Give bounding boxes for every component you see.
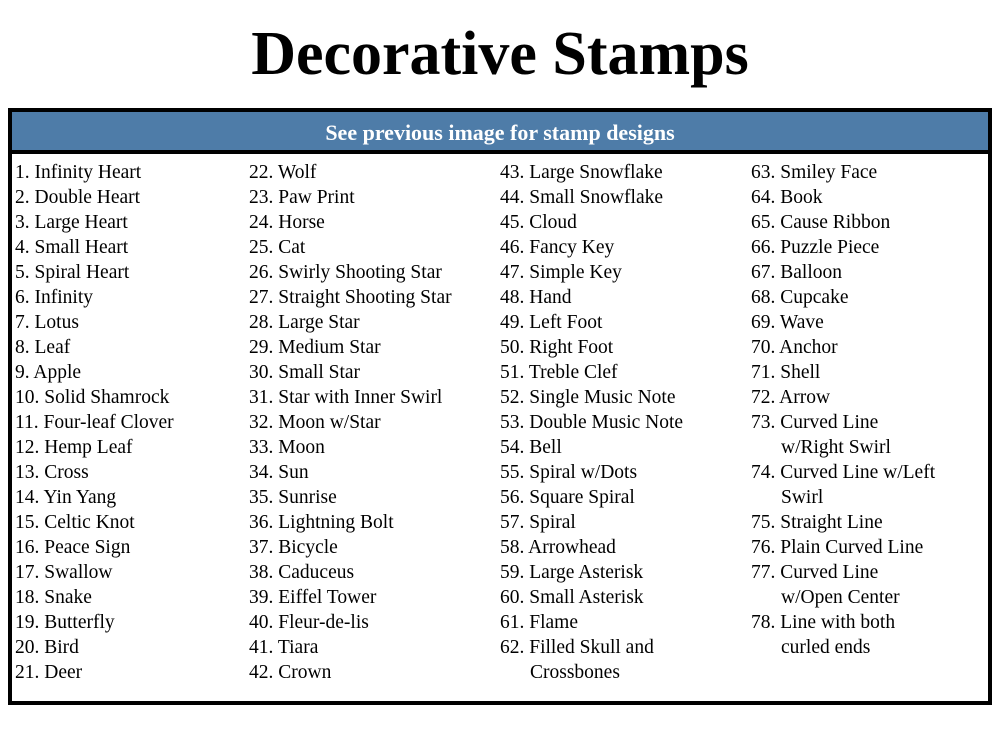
list-item-continuation: w/Open Center	[781, 587, 900, 608]
list-item: 74. Curved Line w/Left	[751, 462, 936, 483]
list-item: 52. Single Music Note	[500, 387, 676, 408]
list-item: 21. Deer	[15, 662, 83, 683]
list-item: 17. Swallow	[15, 562, 113, 583]
list-item: 18. Snake	[15, 587, 92, 608]
list-item: 32. Moon w/Star	[249, 412, 381, 433]
list-item: 60. Small Asterisk	[500, 587, 644, 608]
list-item: 44. Small Snowflake	[500, 187, 664, 208]
column-3: 43. Large Snowflake 44. Small Snowflake 45…	[500, 160, 683, 685]
list-item: 62. Filled Skull and	[500, 637, 654, 658]
list-item: 55. Spiral w/Dots	[500, 462, 638, 483]
stamp-list-box: See previous image for stamp designs 1. …	[8, 108, 992, 705]
list-item: 72. Arrow	[751, 387, 831, 408]
list-item: 71. Shell	[751, 362, 821, 383]
list-item: 45. Cloud	[500, 212, 577, 233]
list-item: 41. Tiara	[249, 637, 319, 658]
list-item: 42. Crown	[249, 662, 332, 683]
list-item: 16. Peace Sign	[15, 537, 131, 558]
list-item: 33. Moon	[249, 437, 325, 458]
list-item-continuation: curled ends	[781, 637, 871, 658]
list-item: 20. Bird	[15, 637, 79, 658]
list-item: 56. Square Spiral	[500, 487, 635, 508]
list-item: 67. Balloon	[751, 262, 842, 283]
column-1: 1. Infinity Heart 2. Double Heart 3. Large…	[15, 160, 174, 685]
list-item: 37. Bicycle	[249, 537, 338, 558]
list-item: 58. Arrowhead	[500, 537, 616, 558]
list-item: 54. Bell	[500, 437, 562, 458]
list-item: 23. Paw Print	[249, 187, 355, 208]
list-item: 14. Yin Yang	[15, 487, 117, 508]
list-item: 49. Left Foot	[500, 312, 603, 333]
list-item: 76. Plain Curved Line	[751, 537, 924, 558]
list-item: 40. Fleur-de-lis	[249, 612, 369, 633]
list-item: 13. Cross	[15, 462, 89, 483]
list-item: 29. Medium Star	[249, 337, 381, 358]
list-item: 46. Fancy Key	[500, 237, 615, 258]
header-bar: See previous image for stamp designs	[12, 112, 988, 154]
column-2: 22. Wolf 23. Paw Print 24. Horse 25. Cat 26.…	[249, 160, 452, 685]
list-item: 1. Infinity Heart	[15, 162, 142, 183]
list-item: 47. Simple Key	[500, 262, 622, 283]
list-item: 26. Swirly Shooting Star	[249, 262, 442, 283]
list-item: 35. Sunrise	[249, 487, 337, 508]
list-item: 59. Large Asterisk	[500, 562, 644, 583]
list-item: 12. Hemp Leaf	[15, 437, 133, 458]
list-item: 2. Double Heart	[15, 187, 141, 208]
list-item: 65. Cause Ribbon	[751, 212, 891, 233]
list-item: 50. Right Foot	[500, 337, 614, 358]
list-item: 31. Star with Inner Swirl	[249, 387, 443, 408]
list-item: 53. Double Music Note	[500, 412, 684, 433]
list-item: 8. Leaf	[15, 337, 71, 358]
list-item: 48. Hand	[500, 287, 572, 308]
list-item: 57. Spiral	[500, 512, 576, 533]
list-item: 36. Lightning Bolt	[249, 512, 394, 533]
list-item: 69. Wave	[751, 312, 824, 333]
list-item: 25. Cat	[249, 237, 306, 258]
list-item: 38. Caduceus	[249, 562, 355, 583]
list-item: 24. Horse	[249, 212, 325, 233]
page-title: Decorative Stamps	[251, 20, 749, 88]
list-item: 10. Solid Shamrock	[15, 387, 170, 408]
list-item: 5. Spiral Heart	[15, 262, 130, 283]
list-item: 34. Sun	[249, 462, 309, 483]
list-item: 63. Smiley Face	[751, 162, 878, 183]
list-item: 68. Cupcake	[751, 287, 849, 308]
list-item: 27. Straight Shooting Star	[249, 287, 452, 308]
list-item: 66. Puzzle Piece	[751, 237, 880, 258]
list-item: 19. Butterfly	[15, 612, 115, 633]
list-item: 77. Curved Line	[751, 562, 879, 583]
list-item: 11. Four-leaf Clover	[15, 412, 174, 433]
list-item: 6. Infinity	[15, 287, 93, 308]
list-item: 61. Flame	[500, 612, 578, 633]
list-item: 43. Large Snowflake	[500, 162, 663, 183]
list-item: 51. Treble Clef	[500, 362, 618, 383]
list-item: 3. Large Heart	[15, 212, 128, 233]
list-item-continuation: Swirl	[781, 487, 824, 508]
list-item: 75. Straight Line	[751, 512, 883, 533]
list-item: 9. Apple	[15, 362, 82, 383]
list-item: 73. Curved Line	[751, 412, 879, 433]
list-item: 7. Lotus	[15, 312, 79, 333]
list-item: 4. Small Heart	[15, 237, 129, 258]
list-item: 70. Anchor	[751, 337, 838, 358]
list-item: 15. Celtic Knot	[15, 512, 135, 533]
list-item: 22. Wolf	[249, 162, 317, 183]
list-item-continuation: w/Right Swirl	[781, 437, 891, 458]
list-item: 39. Eiffel Tower	[249, 587, 377, 608]
list-item-continuation: Crossbones	[530, 662, 620, 683]
list-item: 30. Small Star	[249, 362, 361, 383]
list-item: 28. Large Star	[249, 312, 360, 333]
list-item: 78. Line with both	[751, 612, 896, 633]
column-4: 63. Smiley Face 64. Book 65. Cause Ribbon 6…	[751, 160, 935, 660]
list-item: 64. Book	[751, 187, 823, 208]
